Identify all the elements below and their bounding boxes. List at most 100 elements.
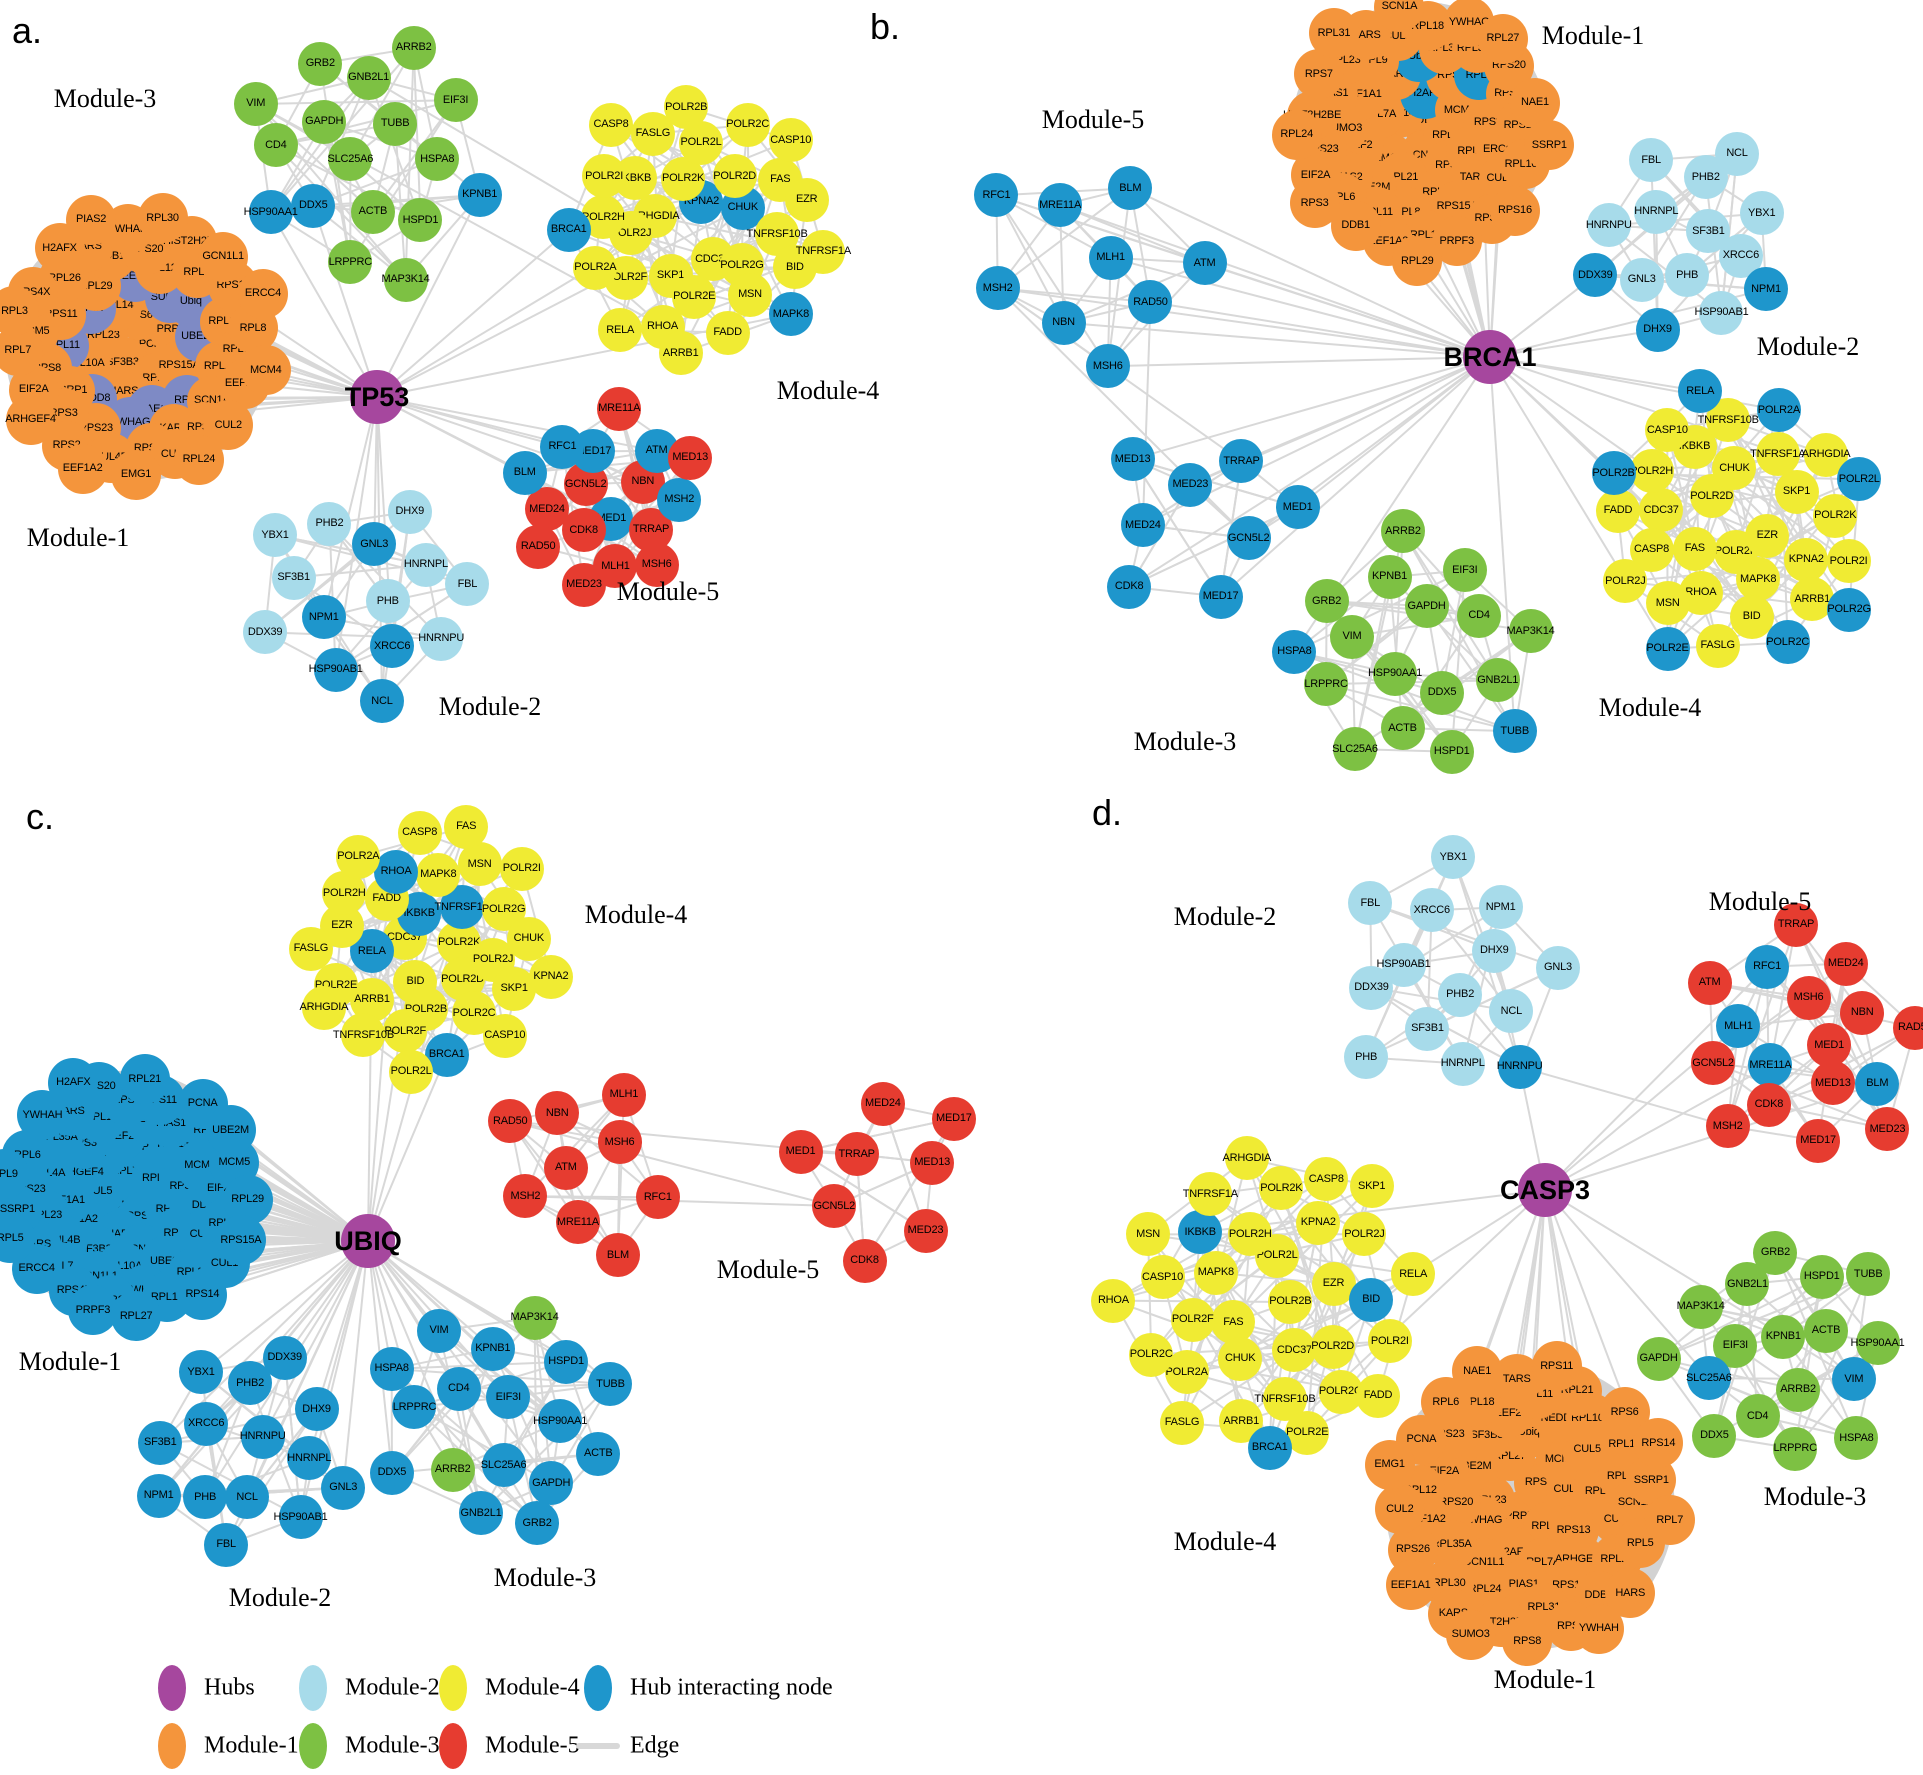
node-b-EZR: EZR xyxy=(1745,513,1790,558)
node-d-POLR2K: POLR2K xyxy=(1259,1166,1304,1211)
node-label: RPL9 xyxy=(0,1167,18,1180)
node-d-HSPA8: HSPA8 xyxy=(1834,1416,1879,1461)
node-a-POLR2E: POLR2E xyxy=(672,274,717,319)
node-label: RPS7 xyxy=(1304,67,1333,80)
node-label: SF3B3 xyxy=(78,1243,112,1256)
node-c-DDX5: DDX5 xyxy=(369,1450,414,1495)
node-a-EMG1: EMG1 xyxy=(111,449,162,500)
node-label: NPM1 xyxy=(1751,282,1781,295)
node-d-ARRB2: ARRB2 xyxy=(1776,1367,1821,1412)
node-label: HNRNPU xyxy=(239,1430,286,1443)
node-label: SLC25A6 xyxy=(1332,742,1378,755)
node-b-BID: BID xyxy=(1729,594,1774,639)
node-label: DDX5 xyxy=(1700,1429,1729,1442)
node-label: YWHAG xyxy=(1448,15,1490,28)
node-label: POLR2I xyxy=(502,862,541,874)
edge xyxy=(274,534,427,566)
node-label: RPL29 xyxy=(1600,1552,1634,1565)
node-label: RPS3 xyxy=(49,406,78,419)
node-c-GNB2L1: GNB2L1 xyxy=(459,1491,504,1536)
node-label: BLM xyxy=(1866,1077,1889,1090)
node-c-POLR2A: POLR2A xyxy=(336,834,381,879)
node-label: ARRB2 xyxy=(1780,1383,1816,1396)
node-b-MSN: MSN xyxy=(1645,581,1690,626)
node-label: Ubiq xyxy=(1517,1426,1540,1439)
node-label: GRB2 xyxy=(1312,594,1342,607)
node-d-EZR: EZR xyxy=(1311,1261,1356,1306)
node-d-BLM: BLM xyxy=(1855,1061,1900,1106)
edge xyxy=(376,396,563,448)
node-b-HNRNPU: HNRNPU xyxy=(1585,203,1632,248)
node-label: RPS13 xyxy=(1556,1523,1591,1536)
node-label: RPL31 xyxy=(1527,1601,1561,1614)
node-label: HSP90AA1 xyxy=(243,205,298,218)
node-label: EEF1A2 xyxy=(1405,1513,1446,1526)
node-label: FASLG xyxy=(1164,1416,1200,1429)
node-label: RHOA xyxy=(380,865,412,878)
node-label: EZR xyxy=(796,193,818,206)
edge xyxy=(800,1117,955,1153)
node-label: HSP90AA1 xyxy=(1367,667,1422,680)
node-c-ARRB2: ARRB2 xyxy=(430,1447,475,1492)
node-label: RPL30 xyxy=(1432,1577,1466,1590)
node-d-HNRNPU: HNRNPU xyxy=(1497,1044,1543,1089)
node-c-NCL: NCL xyxy=(225,1475,270,1520)
node-label: RPL12 xyxy=(85,1111,118,1124)
node-label: RPS23 xyxy=(1430,1428,1465,1441)
node-d-MRE11A: MRE11A xyxy=(1748,1043,1793,1088)
node-b-POLR2K: POLR2K xyxy=(1813,493,1858,538)
node-label: ARRB1 xyxy=(1223,1414,1260,1427)
node-label: ERCC4 xyxy=(244,287,282,300)
node-label: DDX39 xyxy=(247,625,283,638)
node-label: RPS15A xyxy=(1436,199,1478,212)
node-label: MSH2 xyxy=(664,493,695,506)
node-label: GNB2L1 xyxy=(348,71,390,84)
node-a-POLR2A: POLR2A xyxy=(573,245,618,290)
node-label: NCL xyxy=(236,1490,258,1503)
edge xyxy=(413,1406,538,1524)
node-label: FBL xyxy=(216,1538,236,1551)
node-b-NAE1: NAE1 xyxy=(1509,77,1560,128)
edge xyxy=(524,1094,625,1197)
node-label: XRCC6 xyxy=(373,639,411,652)
node-d-RPS11: RPS11 xyxy=(1531,1341,1582,1392)
node-label: CASP10 xyxy=(484,1029,526,1042)
node-a-FADD: FADD xyxy=(705,310,750,355)
node-label: DDX39 xyxy=(267,1351,302,1364)
edge xyxy=(1268,1301,1292,1448)
node-label: MSH6 xyxy=(1092,359,1123,372)
node-label: HNRNPL xyxy=(1634,205,1679,218)
edge xyxy=(261,1240,369,1438)
node-label: SUMO3 xyxy=(1324,121,1363,134)
node-label: MSH6 xyxy=(641,558,672,571)
node-label: POLR2K xyxy=(438,936,481,949)
node-label: KPNA2 xyxy=(1300,1216,1336,1229)
node-label: LRPPRC xyxy=(1773,1442,1818,1455)
node-label: SCN1A xyxy=(1381,0,1418,13)
node-c-MED23: MED23 xyxy=(903,1208,948,1253)
node-label: EIF2A xyxy=(206,1181,237,1194)
node-label: MED13 xyxy=(672,451,709,464)
node-b-MED23: MED23 xyxy=(1168,462,1213,507)
node-label: EEF2 xyxy=(1494,1406,1522,1419)
node-label: MED13 xyxy=(1814,1076,1851,1089)
edge xyxy=(412,47,422,221)
node-b-NBN: NBN xyxy=(1041,300,1086,345)
node-label: CUL2 xyxy=(214,418,243,431)
node-c-CDK8: CDK8 xyxy=(842,1238,887,1283)
node-b-POLR2A: POLR2A xyxy=(1756,388,1801,433)
node-label: MED24 xyxy=(1124,518,1161,531)
node-b-CDK8: CDK8 xyxy=(1107,564,1152,609)
node-label: POLR2D xyxy=(441,972,484,985)
node-label: POLR2F xyxy=(1171,1313,1214,1326)
node-label: SUMO3 xyxy=(1451,1628,1490,1641)
node-label: POLR2I xyxy=(1370,1334,1409,1347)
node-label: KPNB1 xyxy=(1372,570,1408,583)
node-label: EIF3I xyxy=(442,93,469,106)
node-label: SSRP1 xyxy=(1531,138,1567,151)
node-label: GAPDH xyxy=(532,1476,571,1489)
node-label: HNRNPU xyxy=(1585,218,1632,231)
node-c-UBE2M: UBE2M xyxy=(205,1105,256,1156)
node-d-CUL2: CUL2 xyxy=(1374,1484,1425,1534)
node-label: MED17 xyxy=(575,444,612,457)
